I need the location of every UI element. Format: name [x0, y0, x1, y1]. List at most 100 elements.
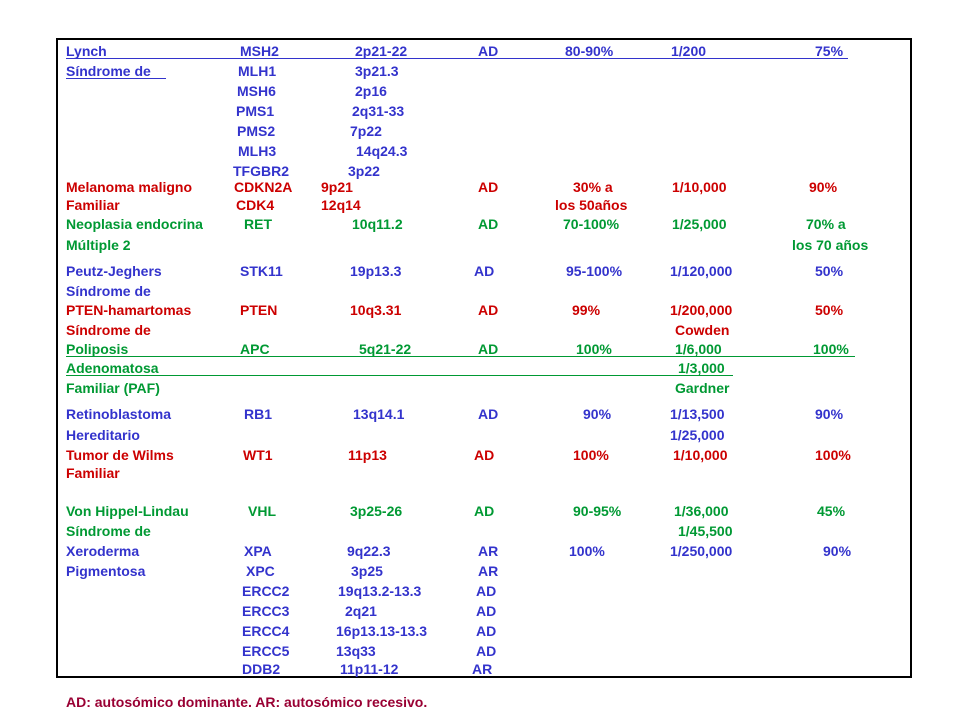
table-border-right: [910, 38, 912, 678]
table-cell: STK11: [240, 263, 283, 279]
table-cell: 90%: [809, 179, 838, 195]
table-row: PMS2 7p22: [0, 122, 960, 140]
table-cell: MSH6: [237, 83, 276, 99]
table-row: Lynch MSH2 2p21-22 AD 80-90% 1/200 75%: [0, 42, 960, 60]
table-cell: Poliposis: [66, 341, 129, 357]
table-row: PTEN-hamartomas PTEN 10q3.31 AD 99% 1/200,000…: [0, 301, 960, 319]
table-cell: Neoplasia endocrina: [66, 216, 203, 232]
table-cell: AD: [476, 623, 497, 639]
table-cell: 19q13.2-13.3: [338, 583, 422, 599]
table-cell: AD: [476, 583, 497, 599]
table-cell: Hereditario: [66, 427, 140, 443]
table-cell: 13q14.1: [353, 406, 405, 422]
table-cell: Melanoma maligno: [66, 179, 193, 195]
table-row: MSH6 2p16: [0, 82, 960, 100]
table-cell: MLH3: [238, 143, 277, 159]
table-row: ERCC3 2q21 AD: [0, 602, 960, 620]
table-cell: 70-100%: [563, 216, 620, 232]
table-cell: 1/250,000: [670, 543, 733, 559]
table-cell: XPA: [244, 543, 272, 559]
table-row: Peutz-Jeghers STK11 19p13.3 AD 95-100% 1/120,…: [0, 262, 960, 280]
table-cell: 100%: [815, 447, 851, 463]
table-cell: 14q24.3: [356, 143, 408, 159]
table-row: TFGBR2 3p22: [0, 162, 960, 180]
table-cell: Lynch: [66, 43, 107, 59]
table-cell: VHL: [248, 503, 276, 519]
table-cell: 90-95%: [573, 503, 622, 519]
table-cell: RET: [244, 216, 272, 232]
table-cell: 90%: [583, 406, 612, 422]
table-row: PMS1 2q31-33: [0, 102, 960, 120]
table-cell: 16p13.13-13.3: [336, 623, 428, 639]
table-cell: 30% a: [573, 179, 613, 195]
table-cell: 1/200,000: [670, 302, 733, 318]
table-row: Retinoblastoma RB1 13q14.1 AD 90% 1/13,500 90%: [0, 405, 960, 423]
table-cell: AD: [474, 447, 495, 463]
table-row: Melanoma maligno CDKN2A 9p21 AD 30% a 1/10,00…: [0, 178, 960, 196]
table-cell: 3p25-26: [350, 503, 403, 519]
table-cell: PTEN: [240, 302, 278, 318]
table-cell: los 70 años: [792, 237, 869, 253]
table-cell: PMS2: [237, 123, 276, 139]
table-cell: Síndrome de: [66, 322, 151, 338]
table-cell: 1/10,000: [672, 179, 727, 195]
table-cell: Xeroderma: [66, 543, 140, 559]
table-cell: Von Hippel-Lindau: [66, 503, 189, 519]
table-cell: CDK4: [236, 197, 275, 213]
table-cell: 1/6,000: [675, 341, 722, 357]
table-cell: AD: [476, 643, 497, 659]
table-border-top: [56, 38, 912, 40]
table-cell: los 50años: [555, 197, 628, 213]
table-row: Hereditario 1/25,000: [0, 426, 960, 444]
table-cell: AD: [478, 341, 499, 357]
table-cell: Peutz-Jeghers: [66, 263, 162, 279]
table-cell: CDKN2A: [234, 179, 293, 195]
table-cell: 1/10,000: [673, 447, 728, 463]
table-cell: 7p22: [350, 123, 382, 139]
table-cell: 13q33: [336, 643, 376, 659]
table-cell: 70% a: [806, 216, 846, 232]
table-cell: Retinoblastoma: [66, 406, 172, 422]
table-cell: AD: [478, 302, 499, 318]
table-cell: AR: [478, 543, 499, 559]
row-underline: [66, 356, 855, 357]
table-cell: 10q3.31: [350, 302, 402, 318]
table-cell: Síndrome de: [66, 63, 151, 79]
table-cell: XPC: [246, 563, 275, 579]
table-cell: Pigmentosa: [66, 563, 146, 579]
table-row: Poliposis APC 5q21-22 AD 100% 1/6,000 100%: [0, 340, 960, 358]
table-cell: Múltiple 2: [66, 237, 131, 253]
table-cell: 90%: [815, 406, 844, 422]
table-cell: 3p22: [348, 163, 380, 179]
table-row: Múltiple 2 los 70 años: [0, 236, 960, 254]
table-cell: 50%: [815, 302, 844, 318]
table-cell: 100%: [573, 447, 609, 463]
table-cell: AR: [472, 661, 493, 677]
table-cell: Síndrome de: [66, 523, 151, 539]
table-cell: PMS1: [236, 103, 275, 119]
table-cell: 1/25,000: [670, 427, 725, 443]
table-cell: 80-90%: [565, 43, 614, 59]
table-cell: 1/45,500: [678, 523, 733, 539]
table-cell: 11p13: [348, 447, 387, 463]
table-cell: AD: [476, 603, 497, 619]
table-row: Síndrome de: [0, 282, 960, 300]
table-cell: 1/36,000: [674, 503, 729, 519]
table-cell: Familiar: [66, 197, 120, 213]
table-cell: 10q11.2: [352, 216, 403, 232]
table-cell: 45%: [817, 503, 846, 519]
table-cell: Familiar: [66, 465, 120, 481]
table-cell: Gardner: [675, 380, 730, 396]
table-cell: Tumor de Wilms: [66, 447, 174, 463]
table-cell: ERCC2: [242, 583, 290, 599]
table-row: Síndrome de MLH1 3p21.3: [0, 62, 960, 80]
table-cell: 19p13.3: [350, 263, 402, 279]
table-row: DDB2 11p11-12 AR: [0, 660, 960, 678]
table-cell: 100%: [576, 341, 612, 357]
table-border-left: [56, 38, 58, 678]
table-cell: 1/120,000: [670, 263, 733, 279]
table-cell: 50%: [815, 263, 844, 279]
table-cell: AD: [478, 43, 499, 59]
table-cell: 90%: [823, 543, 852, 559]
table-row: Tumor de Wilms WT1 11p13 AD 100% 1/10,000 100%: [0, 446, 960, 464]
